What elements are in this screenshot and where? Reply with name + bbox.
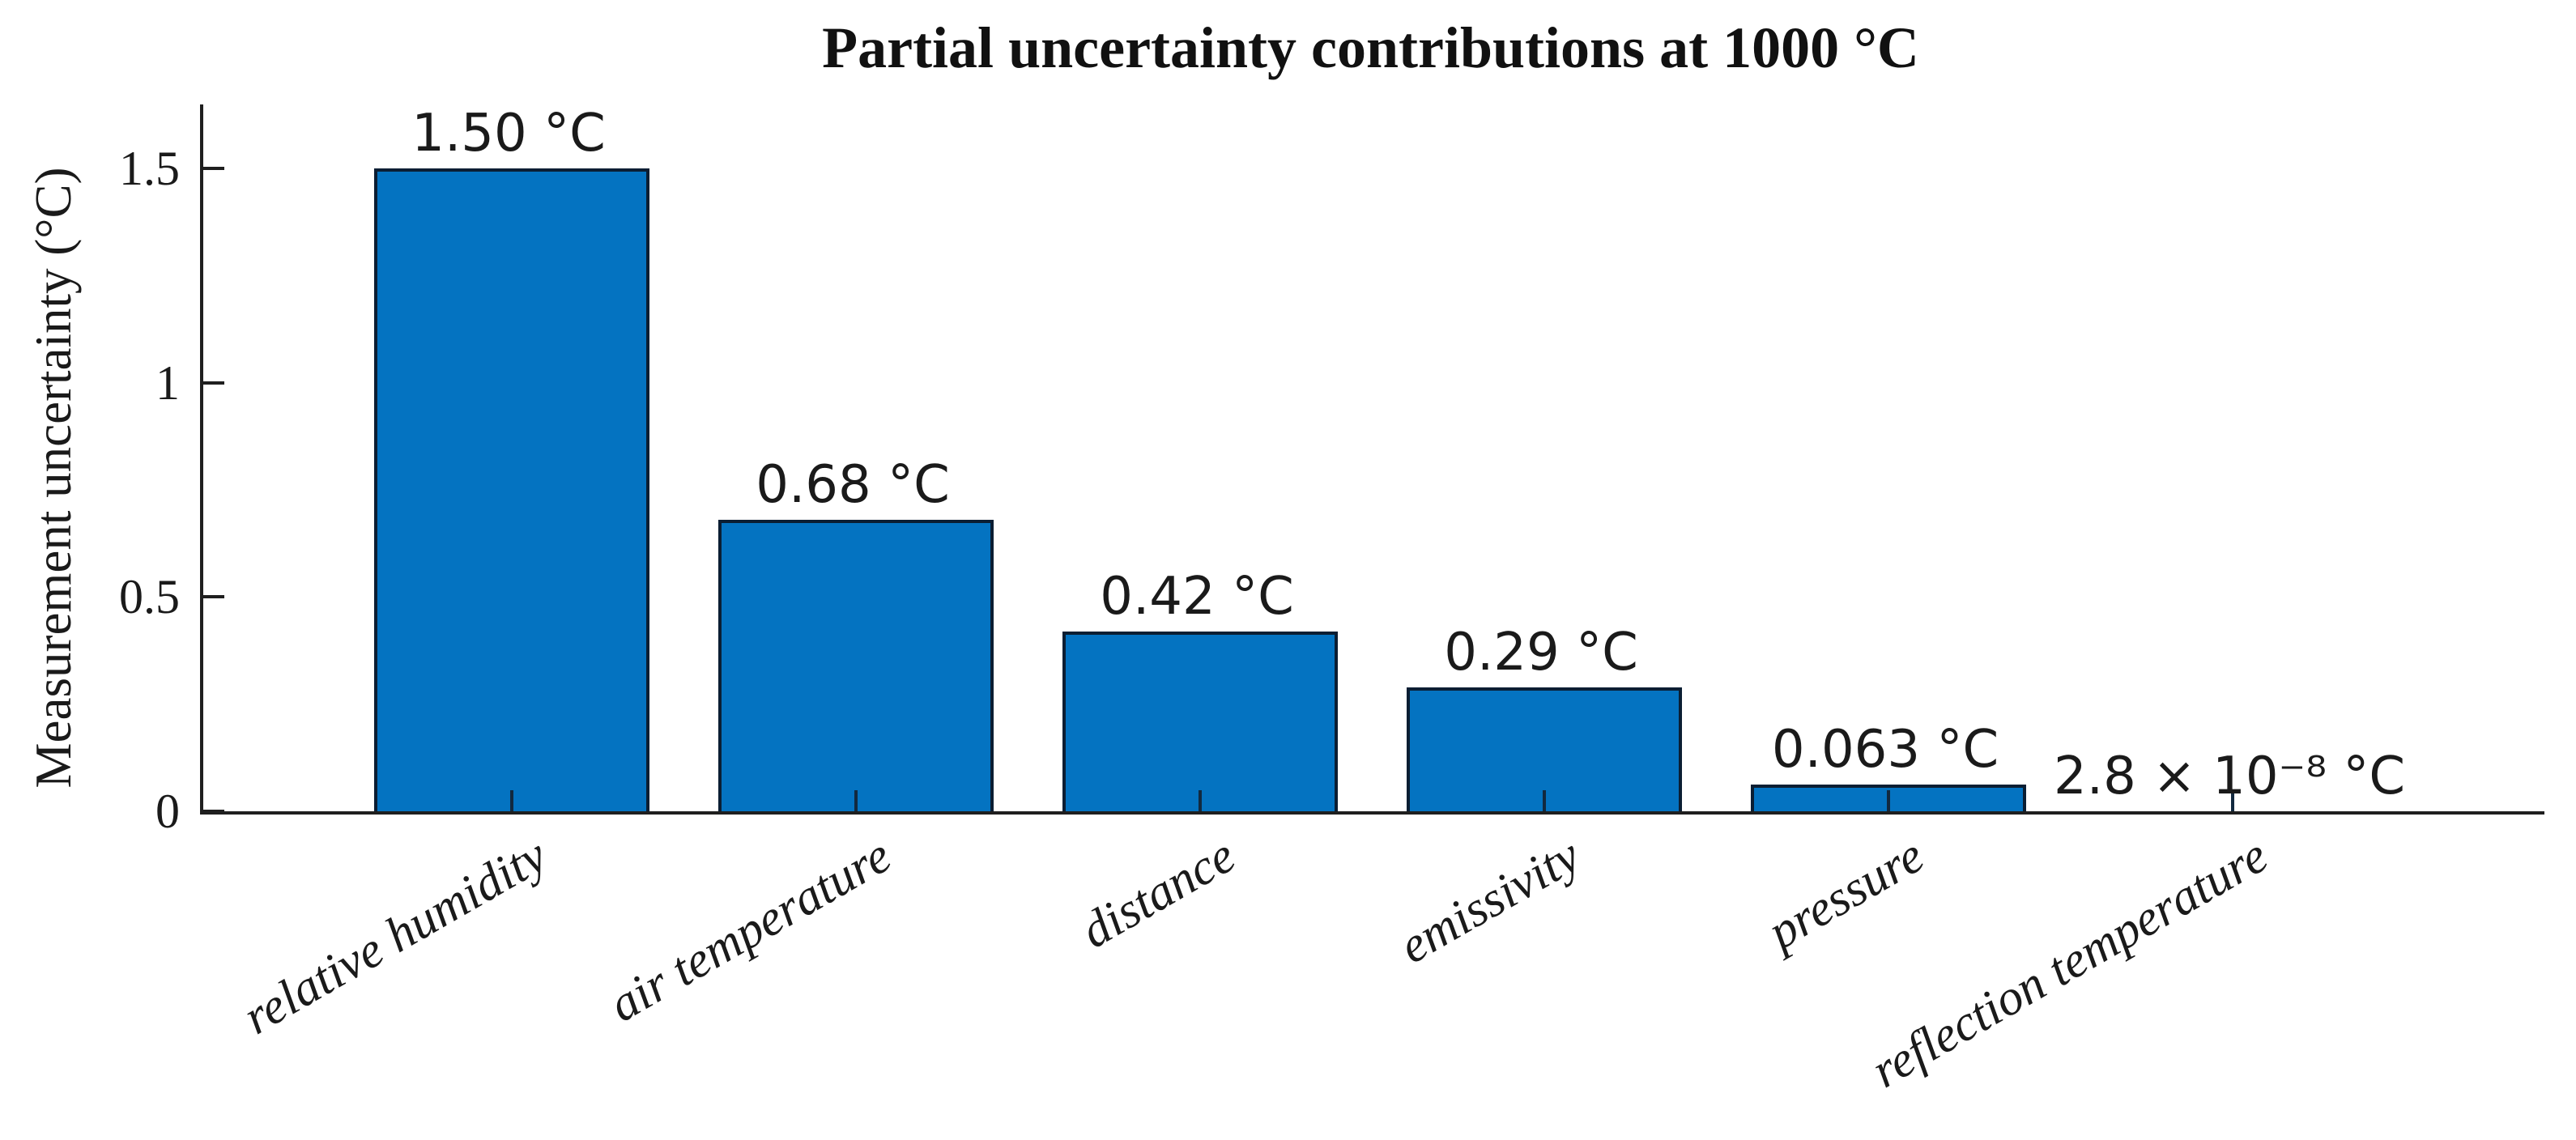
y-tick: [203, 810, 224, 813]
y-tick-label: 0.5: [119, 570, 180, 624]
y-tick: [203, 167, 224, 171]
bar: [374, 168, 649, 811]
x-tick: [1199, 790, 1202, 811]
bar-value-label: 2.8 × 10⁻⁸ °C: [2054, 747, 2405, 806]
x-category-label: distance: [1072, 827, 1245, 959]
bar: [718, 520, 994, 811]
y-tick-label: 0: [155, 785, 180, 838]
y-tick: [203, 595, 224, 599]
y-tick: [203, 381, 224, 385]
x-tick: [1887, 790, 1890, 811]
bar: [1062, 632, 1338, 811]
chart-title: Partial uncertainty contributions at 100…: [822, 15, 1919, 80]
x-tick: [2231, 790, 2234, 811]
bar-value-label: 0.68 °C: [756, 455, 950, 515]
x-tick: [510, 790, 513, 811]
x-category-label: air temperature: [600, 827, 901, 1033]
x-category-label: emissivity: [1390, 827, 1589, 975]
x-tick: [1543, 790, 1546, 811]
bar-value-label: 0.29 °C: [1444, 623, 1638, 683]
plot-area: [200, 104, 2544, 815]
bar-value-label: 0.063 °C: [1771, 720, 1999, 780]
bar-value-label: 0.42 °C: [1100, 567, 1294, 627]
x-category-label: pressure: [1759, 827, 1933, 960]
x-tick: [854, 790, 858, 811]
bar-value-label: 1.50 °C: [411, 104, 606, 164]
y-tick-label: 1: [155, 355, 180, 410]
x-category-label: relative humidity: [234, 827, 556, 1045]
y-tick-label: 1.5: [119, 142, 180, 196]
